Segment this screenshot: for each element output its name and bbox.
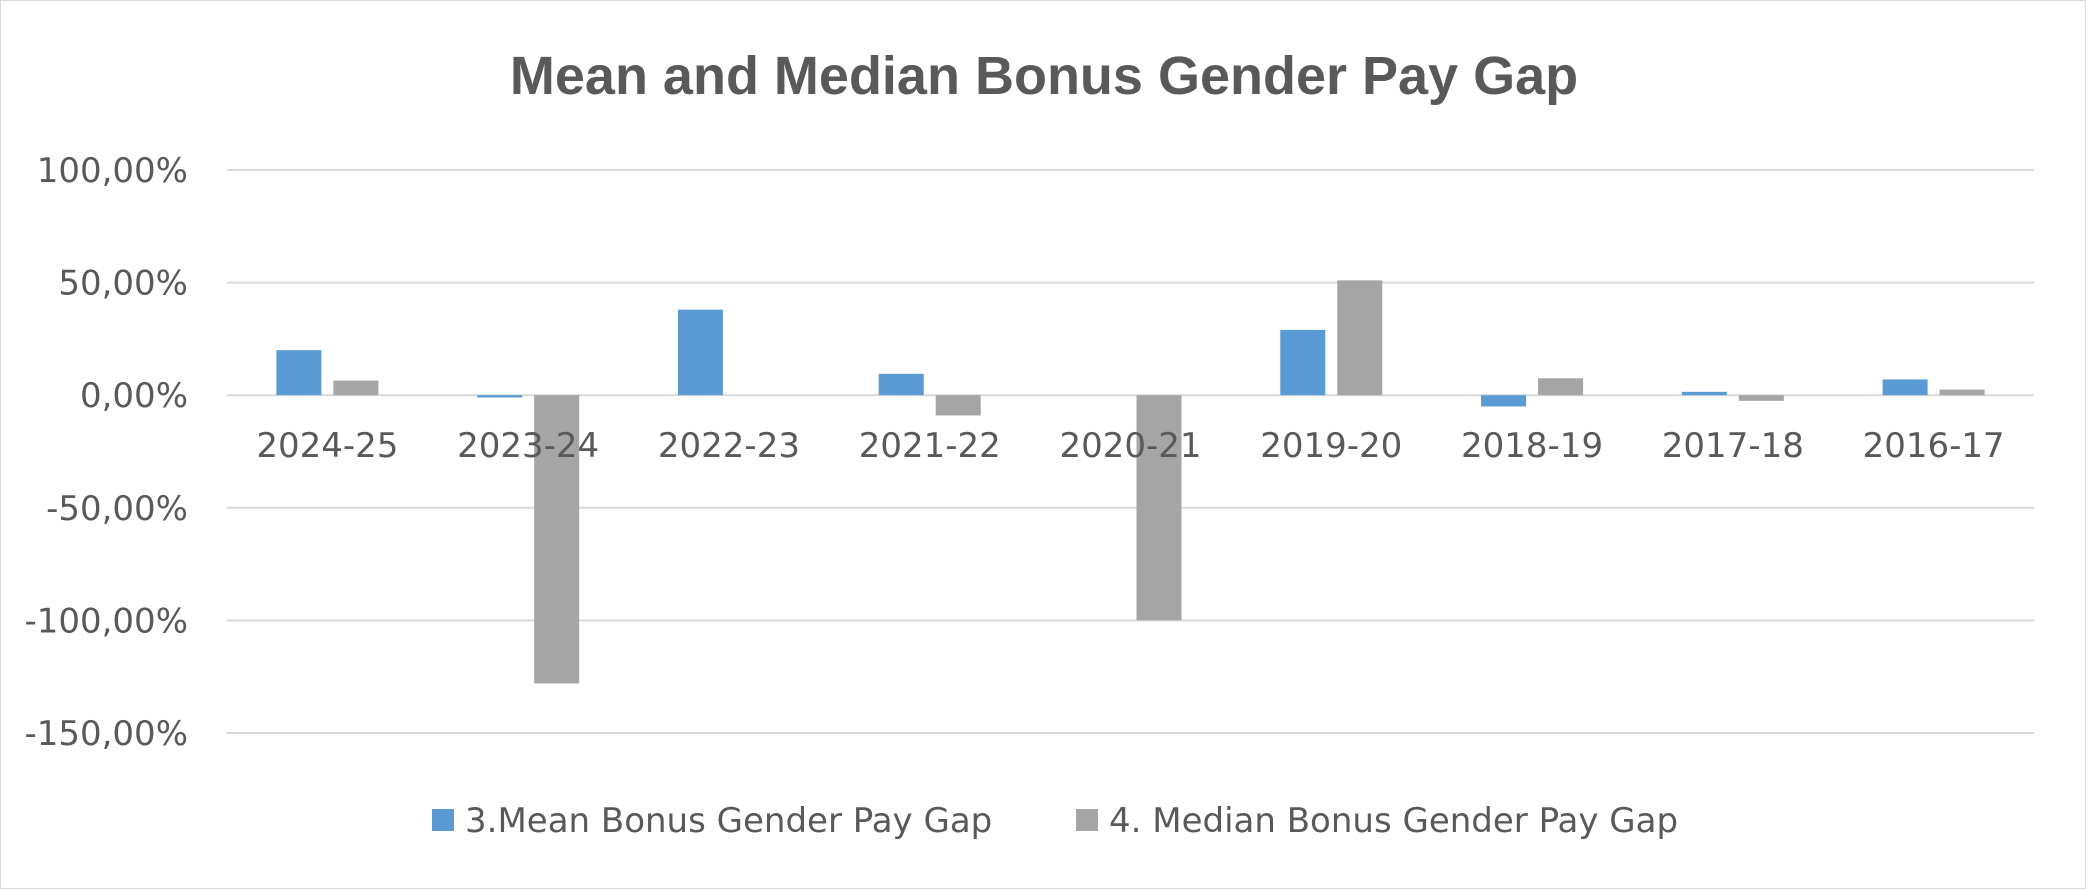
- bars: [276, 280, 1985, 684]
- legend-label: 4. Median Bonus Gender Pay Gap: [1109, 801, 1678, 841]
- x-tick-label: 2019-20: [1260, 426, 1402, 466]
- y-tick-label: 50,00%: [58, 264, 188, 304]
- x-tick-label: 2024-25: [256, 426, 398, 466]
- x-tick-label: 2017-18: [1662, 426, 1804, 466]
- legend-swatch: [432, 809, 454, 831]
- bar-median-2020-21: [1136, 395, 1182, 621]
- x-tick-label: 2018-19: [1461, 426, 1603, 466]
- bar-mean-2018-19: [1481, 395, 1527, 407]
- x-tick-label: 2022-23: [658, 426, 800, 466]
- x-axis-ticks: 2024-25 2023-24 2022-23 2021-22 2020-21 2019-…: [256, 426, 2004, 466]
- bar-mean-2021-22: [878, 373, 924, 396]
- x-tick-label: 2021-22: [859, 426, 1001, 466]
- y-tick-label: -150,00%: [24, 714, 188, 754]
- bar-mean-2016-17: [1882, 379, 1928, 396]
- chart-title: Mean and Median Bonus Gender Pay Gap: [510, 46, 1578, 106]
- bar-median-2017-18: [1738, 395, 1784, 401]
- bar-median-2021-22: [935, 395, 981, 416]
- x-tick-label: 2020-21: [1059, 426, 1201, 466]
- bar-mean-2017-18: [1681, 391, 1727, 396]
- legend-swatch: [1076, 809, 1098, 831]
- bar-mean-2024-25: [276, 350, 322, 396]
- bar-median-2018-19: [1538, 378, 1584, 396]
- y-tick-label: -50,00%: [46, 489, 188, 529]
- bar-median-2016-17: [1939, 389, 1985, 396]
- bar-mean-2019-20: [1280, 329, 1326, 396]
- y-tick-label: 0,00%: [80, 376, 188, 416]
- legend: 3.Mean Bonus Gender Pay Gap 4. Median Bon…: [432, 801, 1678, 841]
- y-tick-label: 100,00%: [37, 151, 188, 191]
- x-tick-label: 2023-24: [457, 426, 599, 466]
- x-tick-label: 2016-17: [1863, 426, 2005, 466]
- gridlines: [227, 169, 2034, 734]
- bar-mean-2023-24: [477, 395, 523, 398]
- bar-median-2019-20: [1337, 280, 1383, 396]
- bar-median-2024-25: [333, 380, 379, 396]
- legend-label: 3.Mean Bonus Gender Pay Gap: [465, 801, 992, 841]
- bar-median-2023-24: [534, 395, 580, 684]
- bar-mean-2022-23: [677, 309, 723, 396]
- y-axis-ticks: 100,00% 50,00% 0,00% -50,00% -100,00% -150,00…: [24, 151, 188, 754]
- y-tick-label: -100,00%: [24, 601, 188, 641]
